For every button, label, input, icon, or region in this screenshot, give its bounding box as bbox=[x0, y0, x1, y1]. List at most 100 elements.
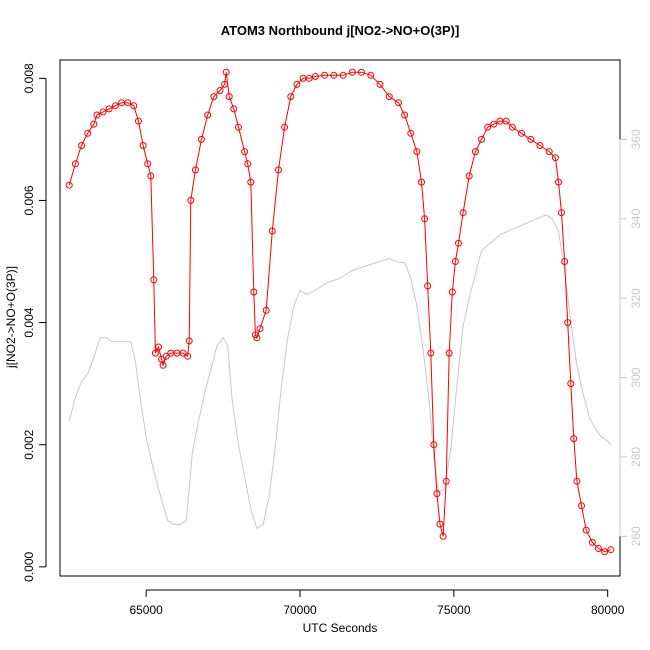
data-point bbox=[305, 74, 313, 82]
data-point bbox=[436, 520, 444, 528]
data-point bbox=[508, 123, 516, 131]
data-point bbox=[124, 99, 132, 107]
data-point bbox=[555, 178, 562, 186]
data-point bbox=[65, 181, 73, 189]
data-point bbox=[451, 258, 459, 265]
data-point bbox=[293, 80, 301, 88]
data-point bbox=[151, 349, 159, 357]
data-point bbox=[78, 142, 85, 149]
data-point bbox=[235, 123, 242, 131]
data-point bbox=[139, 142, 147, 149]
data-point bbox=[601, 548, 609, 556]
data-point bbox=[256, 325, 264, 333]
data-point bbox=[330, 71, 338, 79]
data-point bbox=[465, 172, 473, 180]
x-tick-label: 75000 bbox=[437, 603, 471, 617]
data-point bbox=[84, 129, 92, 137]
data-point bbox=[221, 80, 229, 88]
data-point bbox=[198, 135, 205, 143]
data-point bbox=[358, 68, 365, 76]
x-tick-label: 65000 bbox=[129, 603, 163, 617]
y2-tick-label: 300 bbox=[629, 367, 643, 387]
data-point bbox=[247, 178, 255, 186]
data-point bbox=[281, 123, 289, 131]
data-point bbox=[588, 538, 596, 546]
data-point bbox=[367, 71, 375, 79]
data-point bbox=[439, 532, 447, 540]
data-point bbox=[144, 160, 152, 168]
data-point bbox=[430, 441, 438, 449]
data-point bbox=[433, 490, 441, 498]
series-primary-points bbox=[65, 68, 615, 556]
data-point bbox=[204, 111, 212, 119]
data-point bbox=[582, 526, 590, 534]
data-point bbox=[222, 68, 230, 76]
data-point bbox=[578, 502, 585, 510]
x-axis: 65000 70000 75000 80000 bbox=[129, 589, 625, 617]
plot-frame bbox=[59, 59, 621, 577]
data-point bbox=[147, 172, 155, 180]
x-tick-label: 70000 bbox=[283, 603, 317, 617]
data-point bbox=[90, 120, 98, 128]
data-point bbox=[595, 545, 602, 552]
data-point bbox=[459, 209, 467, 217]
y2-tick-label: 360 bbox=[629, 129, 643, 149]
data-point bbox=[135, 117, 142, 125]
y-tick-label: 0.008 bbox=[22, 63, 36, 93]
data-point bbox=[564, 319, 572, 327]
data-point bbox=[348, 68, 356, 76]
x-axis-title: UTC Seconds bbox=[303, 621, 378, 635]
y-tick-label: 0.006 bbox=[22, 185, 36, 215]
y2-tick-label: 260 bbox=[629, 526, 643, 546]
data-point bbox=[287, 93, 295, 101]
data-point bbox=[567, 380, 575, 388]
data-point bbox=[478, 135, 485, 143]
data-point bbox=[187, 196, 195, 204]
data-point bbox=[442, 477, 450, 485]
y-tick-label: 0.000 bbox=[22, 552, 36, 582]
secondary-y-axis: 260 280 300 320 340 360 bbox=[619, 129, 643, 546]
data-point bbox=[339, 71, 347, 79]
data-point bbox=[71, 160, 79, 168]
data-point bbox=[502, 117, 510, 125]
series-secondary-path bbox=[68, 214, 612, 530]
data-point bbox=[561, 258, 569, 265]
data-point bbox=[490, 120, 498, 128]
data-point bbox=[385, 93, 393, 101]
data-point bbox=[527, 135, 535, 143]
data-point bbox=[518, 129, 525, 137]
data-point bbox=[536, 142, 544, 149]
data-point bbox=[225, 93, 233, 101]
data-point bbox=[321, 71, 329, 79]
data-point bbox=[159, 361, 167, 369]
series-secondary-line bbox=[68, 214, 612, 530]
data-point bbox=[150, 276, 158, 284]
series-primary-line bbox=[68, 71, 611, 553]
data-point bbox=[573, 477, 581, 485]
data-point bbox=[244, 160, 252, 168]
y2-tick-label: 340 bbox=[629, 208, 643, 228]
data-point bbox=[253, 334, 261, 342]
data-point bbox=[455, 239, 462, 247]
y2-tick-label: 280 bbox=[629, 447, 643, 467]
y-axis-title: j[NO2->NO+O(3P)] bbox=[4, 266, 18, 369]
data-point bbox=[275, 166, 282, 174]
data-point bbox=[111, 102, 119, 110]
data-point bbox=[401, 111, 409, 119]
y-tick-label: 0.002 bbox=[22, 429, 36, 459]
data-point bbox=[471, 148, 479, 156]
data-point bbox=[445, 349, 453, 357]
data-point bbox=[448, 288, 456, 296]
data-point bbox=[241, 148, 249, 156]
data-point bbox=[130, 102, 138, 110]
data-point bbox=[570, 435, 578, 443]
data-point bbox=[484, 123, 492, 131]
data-point bbox=[155, 343, 162, 351]
data-point bbox=[376, 80, 384, 88]
y-axis: 0.000 0.002 0.004 0.006 0.008 bbox=[22, 63, 47, 582]
data-point bbox=[558, 209, 565, 217]
y2-tick-label: 320 bbox=[629, 288, 643, 308]
data-point bbox=[418, 178, 425, 186]
data-point bbox=[185, 337, 193, 345]
